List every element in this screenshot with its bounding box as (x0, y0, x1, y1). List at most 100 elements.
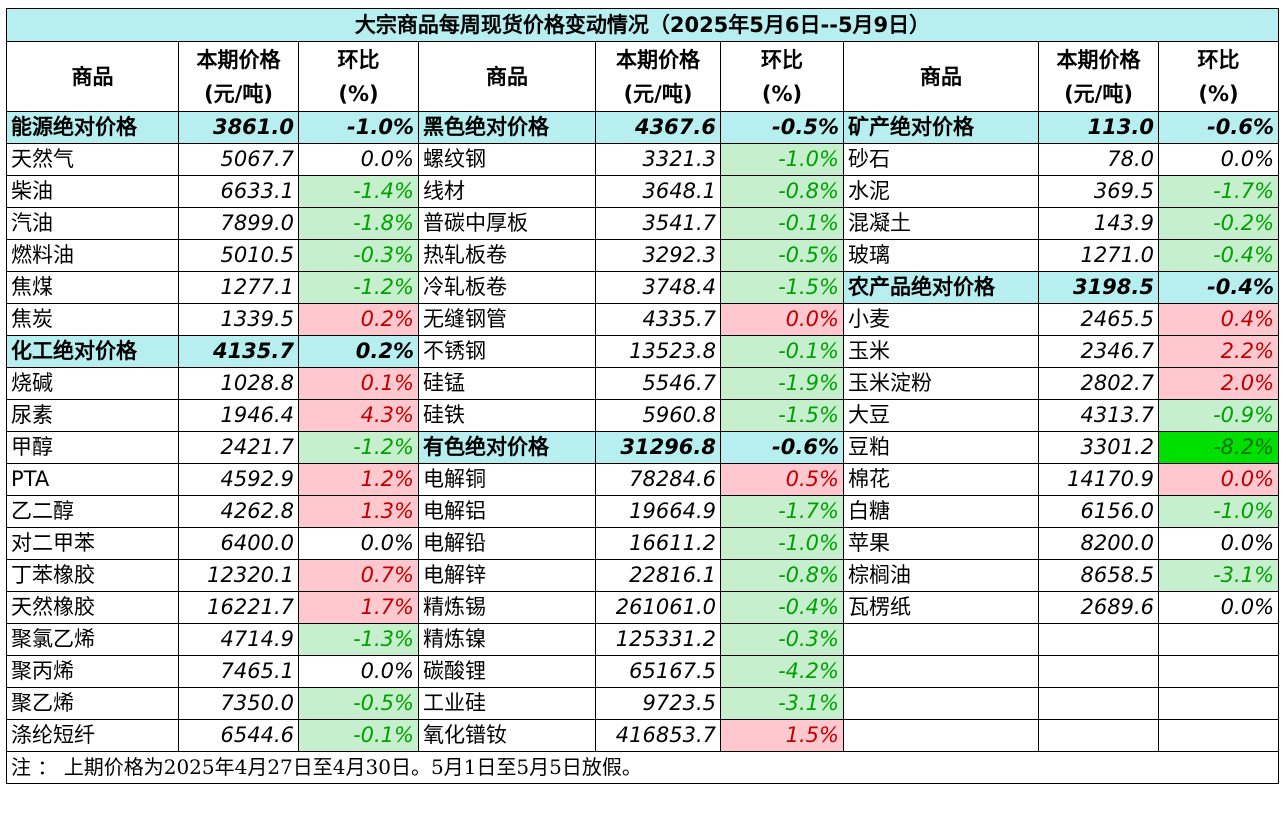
change: -0.4% (1157, 239, 1280, 272)
commodity-name: 玉米 (843, 335, 1039, 368)
change: -1.0% (298, 111, 419, 144)
commodity-name: 硅铁 (418, 399, 596, 432)
price: 3648.1 (595, 175, 721, 208)
change: 0.0% (1157, 591, 1280, 624)
change: -0.5% (720, 239, 844, 272)
empty-cell (843, 655, 1039, 688)
header-line: (元/吨) (204, 81, 273, 106)
commodity-name: 大豆 (843, 399, 1039, 432)
price: 6156.0 (1038, 495, 1159, 528)
price: 9723.5 (595, 687, 721, 720)
commodity-name: 普碳中厚板 (418, 207, 596, 240)
price: 3541.7 (595, 207, 721, 240)
column-header: 环比 (%) (720, 41, 844, 112)
change: -0.3% (298, 239, 419, 272)
price: 65167.5 (595, 655, 721, 688)
change: -4.2% (720, 655, 844, 688)
header-line: 环比 (337, 47, 380, 72)
change: -1.4% (298, 175, 419, 208)
change: -1.9% (720, 367, 844, 400)
price: 7899.0 (178, 207, 299, 240)
price: 2421.7 (178, 431, 299, 464)
change: 0.0% (1157, 527, 1280, 560)
price: 4135.7 (178, 335, 299, 368)
price: 5546.7 (595, 367, 721, 400)
price: 2465.5 (1038, 303, 1159, 336)
commodity-name: 天然气 (6, 143, 179, 176)
price: 4714.9 (178, 623, 299, 656)
empty-cell (1157, 655, 1280, 688)
note: 注 ： 上期价格为2025年4月27日至4月30日。5月1日至5月5日放假。 (5, 751, 1280, 784)
price: 14170.9 (1038, 463, 1159, 496)
commodity-name: 汽油 (6, 207, 179, 240)
change: 0.2% (298, 335, 419, 368)
data-row: 汽油 7899.0 -1.8% 普碳中厚板 3541.7 -0.1% 混凝土 143.9 -0.… (6, 207, 1280, 240)
empty-cell (843, 623, 1039, 656)
price: 4592.9 (178, 463, 299, 496)
price: 7350.0 (178, 687, 299, 720)
commodity-name: 玉米淀粉 (843, 367, 1039, 400)
commodity-name: 线材 (418, 175, 596, 208)
price: 1028.8 (178, 367, 299, 400)
price: 4313.7 (1038, 399, 1159, 432)
change: -1.7% (720, 495, 844, 528)
commodity-name: 电解铝 (418, 495, 596, 528)
price: 1271.0 (1038, 239, 1159, 272)
empty-cell (1157, 719, 1280, 752)
empty-cell (1038, 719, 1159, 752)
price: 3861.0 (178, 111, 299, 144)
commodity-name: 小麦 (843, 303, 1039, 336)
commodity-name: PTA (6, 463, 179, 496)
change: 2.0% (1157, 367, 1280, 400)
price: 13523.8 (595, 335, 721, 368)
price-table: 大宗商品每周现货价格变动情况（2025年5月6日--5月9日） 商品 本期价格 (元/… (5, 8, 1280, 784)
header-line: 商品 (920, 64, 962, 89)
commodity-name: 电解锌 (418, 559, 596, 592)
price: 6544.6 (178, 719, 299, 752)
commodity-name: 涤纶短纤 (6, 719, 179, 752)
commodity-name: 苹果 (843, 527, 1039, 560)
column-header: 本期价格 (元/吨) (1038, 41, 1159, 112)
price: 3292.3 (595, 239, 721, 272)
price: 3321.3 (595, 143, 721, 176)
data-row: 聚乙烯 7350.0 -0.5% 工业硅 9723.5 -3.1% (6, 687, 1280, 720)
change: -1.2% (298, 431, 419, 464)
commodity-name: 柴油 (6, 175, 179, 208)
empty-cell (1038, 623, 1159, 656)
data-row: 涤纶短纤 6544.6 -0.1% 氧化镨钕 416853.7 1.5% (6, 719, 1280, 752)
data-row: 焦煤 1277.1 -1.2% 冷轧板卷 3748.4 -1.5% 农产品绝对价格 3198.… (6, 271, 1280, 304)
change: -3.1% (1157, 559, 1280, 592)
change: 0.0% (1157, 143, 1280, 176)
commodity-name: 甲醇 (6, 431, 179, 464)
price: 2689.6 (1038, 591, 1159, 624)
data-row: 天然气 5067.7 0.0% 螺纹钢 3321.3 -1.0% 砂石 78.0 0.0% (6, 143, 1280, 176)
change: -1.5% (720, 399, 844, 432)
price: 19664.9 (595, 495, 721, 528)
commodity-name: 电解铜 (418, 463, 596, 496)
change: -1.0% (720, 527, 844, 560)
commodity-name: 乙二醇 (6, 495, 179, 528)
change: 0.1% (298, 367, 419, 400)
commodity-name: 棉花 (843, 463, 1039, 496)
data-row: 聚氯乙烯 4714.9 -1.3% 精炼镍 125331.2 -0.3% (6, 623, 1280, 656)
price: 125331.2 (595, 623, 721, 656)
header-line: 本期价格 (196, 47, 281, 72)
price: 1277.1 (178, 271, 299, 304)
price: 8658.5 (1038, 559, 1159, 592)
change: 0.4% (1157, 303, 1280, 336)
column-header: 本期价格 (元/吨) (178, 41, 299, 112)
data-row: 对二甲苯 6400.0 0.0% 电解铅 16611.2 -1.0% 苹果 8200.0 0.0… (6, 527, 1280, 560)
change: 0.0% (298, 655, 419, 688)
price: 5067.7 (178, 143, 299, 176)
commodity-name: 瓦楞纸 (843, 591, 1039, 624)
price: 22816.1 (595, 559, 721, 592)
price: 4335.7 (595, 303, 721, 336)
column-header: 环比 (%) (298, 41, 419, 112)
column-header: 环比 (%) (1157, 41, 1280, 112)
change: 1.2% (298, 463, 419, 496)
change: 0.5% (720, 463, 844, 496)
change: -0.4% (1157, 271, 1280, 304)
change: 4.3% (298, 399, 419, 432)
header-line: (元/吨) (1064, 81, 1133, 106)
